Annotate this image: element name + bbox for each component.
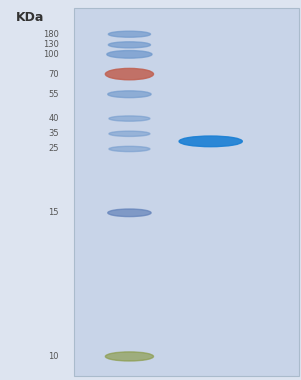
Ellipse shape: [109, 146, 150, 152]
Text: 100: 100: [43, 50, 59, 59]
Text: KDa: KDa: [16, 11, 44, 24]
Text: 55: 55: [48, 90, 59, 99]
Ellipse shape: [107, 51, 152, 58]
Ellipse shape: [108, 31, 150, 37]
Ellipse shape: [105, 68, 154, 80]
Ellipse shape: [108, 42, 150, 48]
Text: 15: 15: [48, 208, 59, 217]
Text: 25: 25: [48, 144, 59, 154]
Ellipse shape: [105, 352, 154, 361]
Ellipse shape: [109, 131, 150, 136]
Text: 70: 70: [48, 70, 59, 79]
Text: 10: 10: [48, 352, 59, 361]
Ellipse shape: [179, 136, 242, 147]
Text: 130: 130: [43, 40, 59, 49]
Ellipse shape: [108, 91, 151, 98]
Text: 40: 40: [48, 114, 59, 123]
Ellipse shape: [108, 209, 151, 217]
FancyBboxPatch shape: [74, 8, 299, 376]
Text: 180: 180: [43, 30, 59, 39]
Ellipse shape: [109, 116, 150, 121]
Text: 35: 35: [48, 129, 59, 138]
